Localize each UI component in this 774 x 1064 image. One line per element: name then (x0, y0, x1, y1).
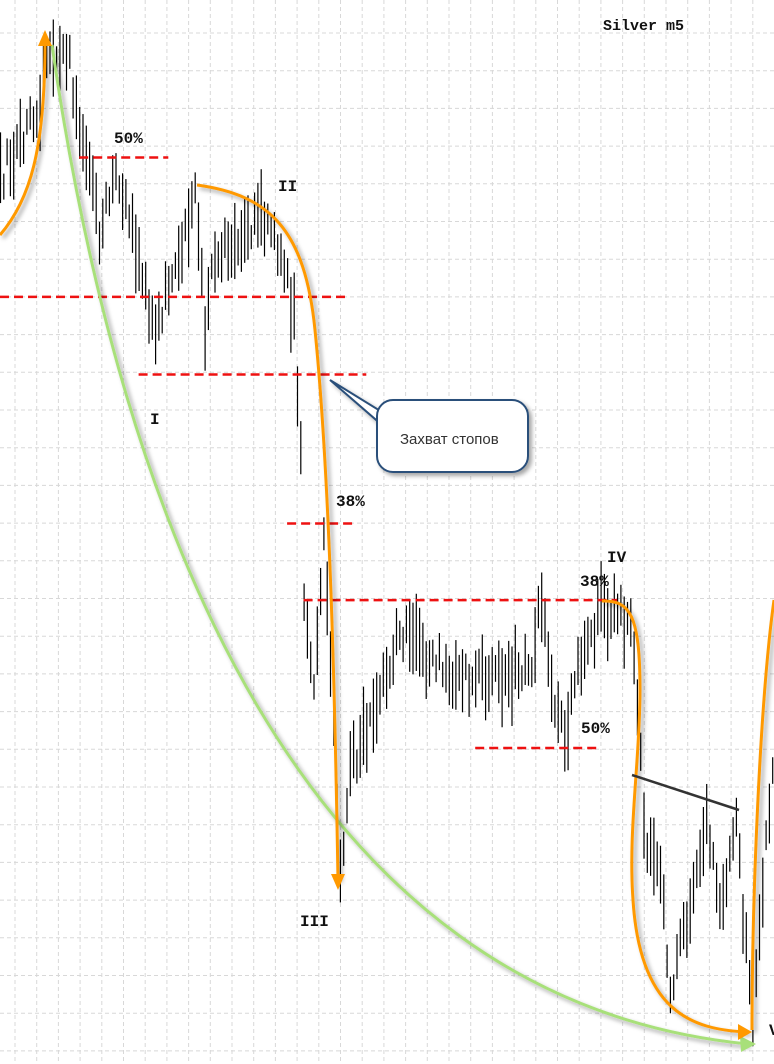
arrow-head-icon (738, 1024, 752, 1040)
level-label: 50% (581, 720, 610, 738)
arrow-head-icon (38, 30, 52, 46)
trend-arc (50, 44, 749, 1046)
wave-curve-IV-V (601, 599, 749, 1034)
level-label: 38% (580, 573, 609, 591)
arrow-head-icon (331, 874, 345, 890)
level-label: 50% (114, 130, 143, 148)
price-bars (0, 19, 774, 1047)
callout (329, 379, 529, 473)
wave-curves (0, 41, 774, 1034)
arrow-head-icon (740, 1036, 756, 1052)
wave-label-V: V (769, 1022, 774, 1040)
callout-text: Захват стопов (400, 431, 499, 448)
wave-label-IV: IV (607, 549, 627, 567)
fib-levels (0, 156, 618, 750)
level-label: 38% (336, 493, 365, 511)
wave-label-II: II (278, 178, 297, 196)
wave-curve-II-III (196, 183, 340, 881)
wave-curve-up (0, 41, 47, 236)
wave-label-I: I (150, 411, 160, 429)
wave-curve-up-right (750, 599, 774, 1031)
wave-label-III: III (300, 913, 329, 931)
trendline (631, 773, 740, 812)
chart-title: Silver m5 (603, 18, 684, 35)
